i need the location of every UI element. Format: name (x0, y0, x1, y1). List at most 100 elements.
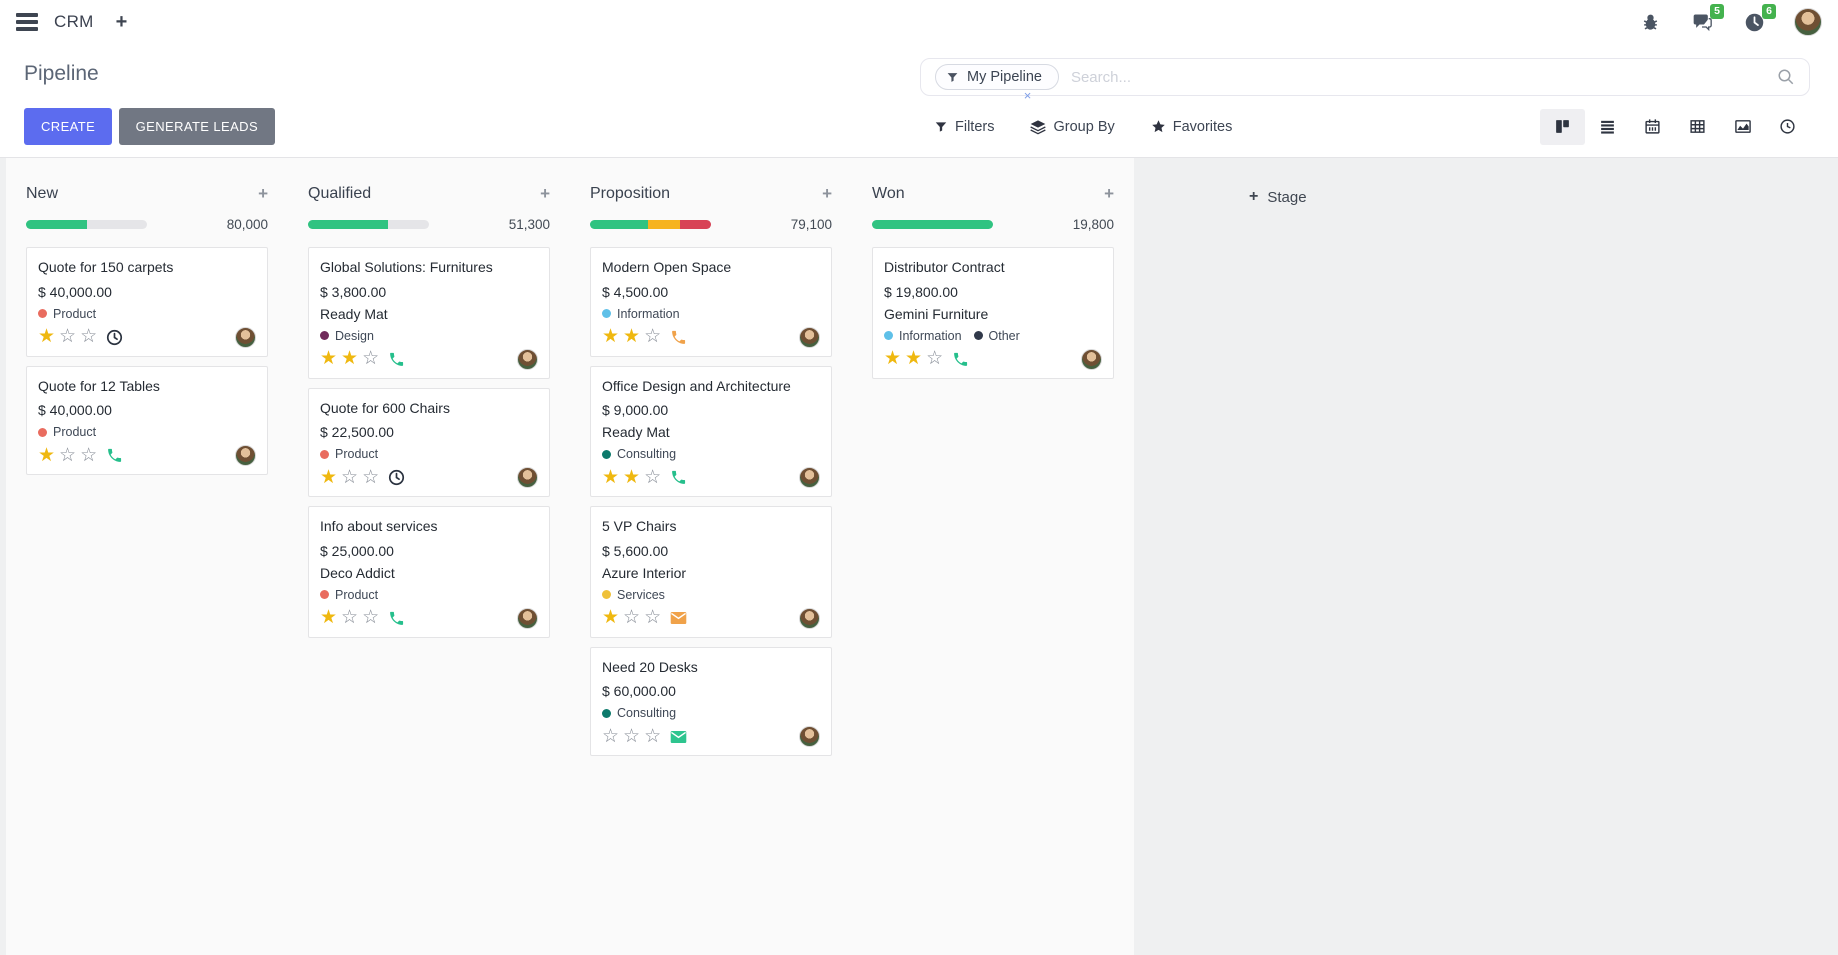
star-filled-icon[interactable]: ★ (905, 348, 923, 370)
star-empty-icon[interactable]: ☆ (59, 326, 77, 348)
star-empty-icon[interactable]: ☆ (644, 725, 662, 747)
phone-icon[interactable] (388, 610, 405, 627)
search-facet[interactable]: My Pipeline × (935, 64, 1059, 103)
star-empty-icon[interactable]: ☆ (644, 607, 662, 629)
column-progressbar[interactable] (872, 220, 993, 229)
priority-stars[interactable]: ☆ ☆ ☆ (602, 727, 665, 747)
kanban-card[interactable]: Distributor Contract $ 19,800.00 Gemini … (872, 247, 1114, 379)
phone-icon[interactable] (388, 351, 405, 368)
star-filled-icon[interactable]: ★ (38, 326, 56, 348)
search-bar[interactable]: My Pipeline × Search... (920, 58, 1810, 103)
column-progressbar[interactable] (308, 220, 429, 229)
filters-menu[interactable]: Filters (934, 119, 994, 135)
kanban-card[interactable]: Quote for 150 carpets $ 40,000.00 Produc… (26, 247, 268, 357)
progress-segment[interactable] (872, 220, 993, 229)
kanban-card[interactable]: Need 20 Desks $ 60,000.00 Consulting ☆ ☆ ☆ (590, 646, 832, 757)
priority-stars[interactable]: ★ ★ ☆ (602, 327, 665, 347)
kanban-view-button[interactable] (1540, 108, 1585, 145)
salesperson-avatar[interactable] (799, 607, 820, 629)
priority-stars[interactable]: ★ ☆ ☆ (38, 327, 101, 347)
progress-segment[interactable] (26, 220, 87, 229)
star-filled-icon[interactable]: ★ (884, 348, 902, 370)
phone-icon[interactable] (952, 351, 969, 368)
star-empty-icon[interactable]: ☆ (644, 466, 662, 488)
priority-stars[interactable]: ★ ☆ ☆ (320, 468, 383, 488)
graph-view-button[interactable] (1720, 109, 1765, 145)
calendar-view-button[interactable] (1630, 109, 1675, 145)
bug-icon[interactable] (1638, 10, 1662, 34)
salesperson-avatar[interactable] (235, 445, 256, 467)
progress-segment[interactable] (590, 220, 649, 229)
kanban-card[interactable]: Quote for 12 Tables $ 40,000.00 Product … (26, 365, 268, 476)
phone-icon[interactable] (106, 447, 123, 464)
app-name[interactable]: CRM (54, 12, 94, 31)
kanban-card[interactable]: Quote for 600 Chairs $ 22,500.00 Product… (308, 387, 550, 498)
quick-add-icon[interactable]: + (822, 184, 832, 203)
column-progressbar[interactable] (26, 220, 147, 229)
priority-stars[interactable]: ★ ☆ ☆ (38, 446, 101, 466)
star-empty-icon[interactable]: ☆ (80, 444, 98, 466)
quick-add-icon[interactable]: + (540, 184, 550, 203)
kanban-card[interactable]: Office Design and Architecture $ 9,000.0… (590, 365, 832, 498)
star-empty-icon[interactable]: ☆ (362, 348, 380, 370)
favorites-menu[interactable]: Favorites (1151, 119, 1232, 135)
star-empty-icon[interactable]: ☆ (644, 326, 662, 348)
kanban-card[interactable]: Global Solutions: Furnitures $ 3,800.00 … (308, 247, 550, 379)
kanban-card[interactable]: Modern Open Space $ 4,500.00 Information… (590, 247, 832, 357)
star-empty-icon[interactable]: ☆ (80, 326, 98, 348)
activities-clock-icon[interactable]: 6 (1742, 4, 1776, 34)
priority-stars[interactable]: ★ ☆ ☆ (320, 608, 383, 628)
salesperson-avatar[interactable] (799, 726, 820, 748)
facet-remove-icon[interactable]: × (1023, 88, 1032, 103)
user-avatar[interactable] (1794, 8, 1822, 36)
priority-stars[interactable]: ★ ★ ☆ (884, 349, 947, 369)
salesperson-avatar[interactable] (799, 467, 820, 489)
star-empty-icon[interactable]: ☆ (623, 607, 641, 629)
create-button[interactable]: CREATE (24, 108, 113, 145)
priority-stars[interactable]: ★ ★ ☆ (602, 468, 665, 488)
star-filled-icon[interactable]: ★ (341, 348, 359, 370)
star-filled-icon[interactable]: ★ (602, 466, 620, 488)
clock-icon[interactable] (388, 469, 405, 486)
search-icon[interactable] (1777, 68, 1795, 86)
progress-segment[interactable] (648, 220, 680, 229)
activity-view-button[interactable] (1765, 109, 1810, 145)
kanban-card[interactable]: 5 VP Chairs $ 5,600.00 Azure Interior Se… (590, 506, 832, 638)
generate-leads-button[interactable]: GENERATE LEADS (118, 108, 276, 145)
star-empty-icon[interactable]: ☆ (362, 607, 380, 629)
group-by-menu[interactable]: Group By (1030, 119, 1115, 135)
add-icon[interactable]: + (115, 10, 128, 33)
search-input[interactable]: Search... (1070, 68, 1131, 86)
progress-segment[interactable] (679, 220, 711, 229)
quick-add-icon[interactable]: + (258, 184, 268, 203)
progress-segment[interactable] (308, 220, 388, 229)
star-filled-icon[interactable]: ★ (623, 466, 641, 488)
star-empty-icon[interactable]: ☆ (341, 607, 359, 629)
star-filled-icon[interactable]: ★ (320, 466, 338, 488)
mail-icon[interactable] (670, 730, 687, 744)
quick-add-icon[interactable]: + (1104, 184, 1114, 203)
star-filled-icon[interactable]: ★ (38, 444, 56, 466)
pivot-view-button[interactable] (1675, 109, 1720, 145)
priority-stars[interactable]: ★ ★ ☆ (320, 349, 383, 369)
salesperson-avatar[interactable] (517, 467, 538, 489)
messages-icon[interactable]: 5 (1690, 4, 1724, 34)
star-filled-icon[interactable]: ★ (320, 348, 338, 370)
add-stage-button[interactable]: + Stage (1249, 188, 1307, 206)
star-empty-icon[interactable]: ☆ (926, 348, 944, 370)
star-empty-icon[interactable]: ☆ (623, 725, 641, 747)
star-filled-icon[interactable]: ★ (602, 607, 620, 629)
star-empty-icon[interactable]: ☆ (602, 725, 620, 747)
star-empty-icon[interactable]: ☆ (341, 466, 359, 488)
apps-menu-icon[interactable] (16, 13, 38, 31)
salesperson-avatar[interactable] (517, 348, 538, 370)
kanban-card[interactable]: Info about services $ 25,000.00 Deco Add… (308, 506, 550, 638)
salesperson-avatar[interactable] (799, 326, 820, 348)
salesperson-avatar[interactable] (1081, 348, 1102, 370)
list-view-button[interactable] (1585, 109, 1630, 145)
mail-icon[interactable] (670, 611, 687, 625)
phone-icon[interactable] (670, 469, 687, 486)
star-empty-icon[interactable]: ☆ (59, 444, 77, 466)
star-filled-icon[interactable]: ★ (320, 607, 338, 629)
salesperson-avatar[interactable] (235, 326, 256, 348)
